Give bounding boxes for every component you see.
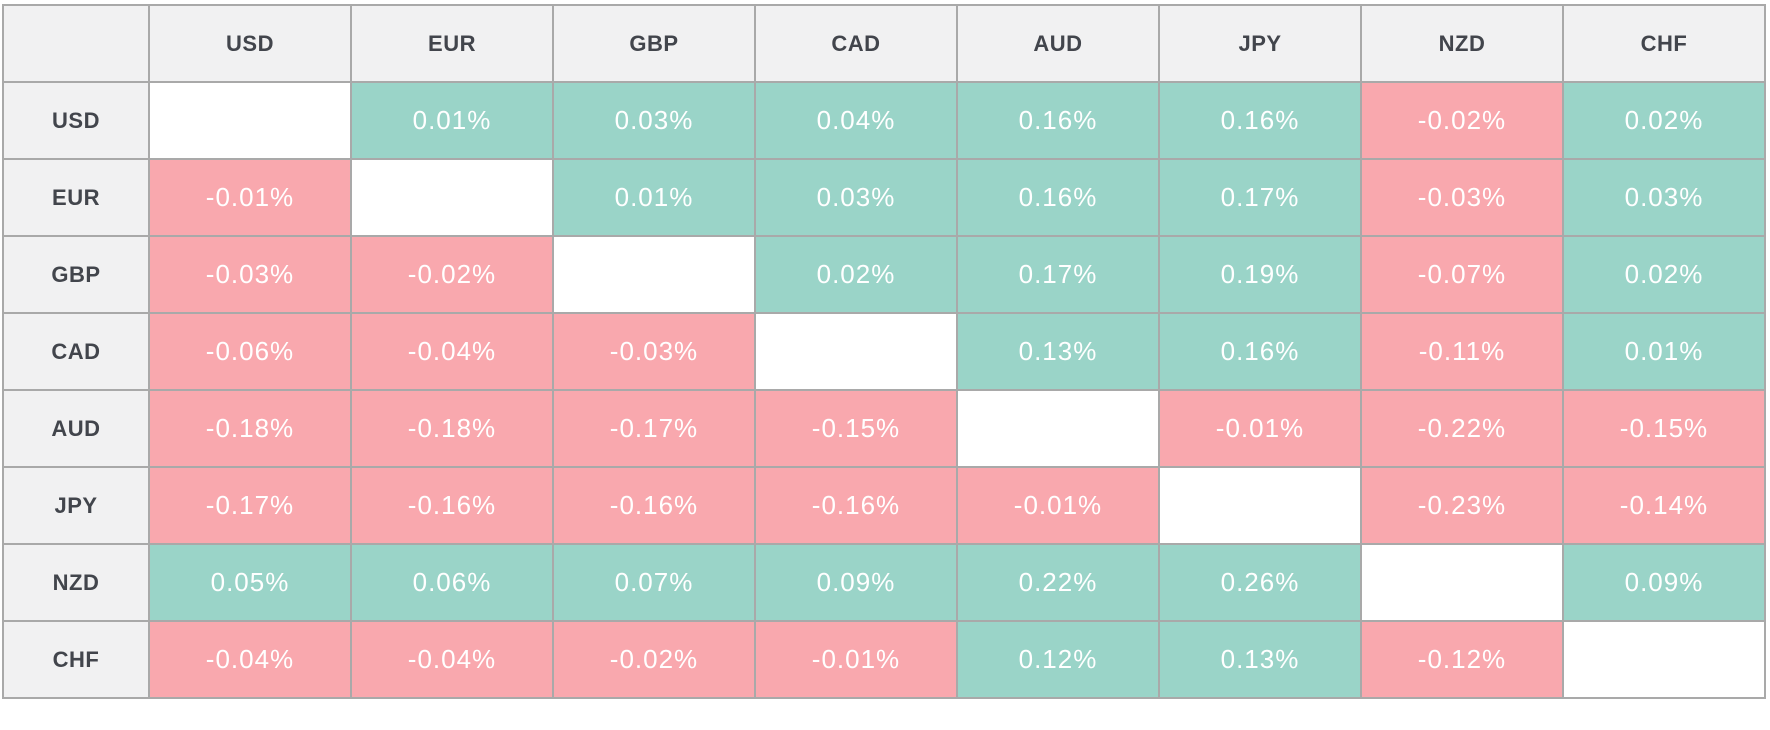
matrix-row-AUD: AUD -0.18% -0.18% -0.17% -0.15% -0.01% -0.22% -… xyxy=(2,389,1766,468)
cell-EUR-JPY: 0.17% xyxy=(1158,158,1362,237)
row-header-AUD: AUD xyxy=(2,389,150,468)
cell-AUD-CHF: -0.15% xyxy=(1562,389,1766,468)
cell-EUR-CHF: 0.03% xyxy=(1562,158,1766,237)
column-header-CAD: CAD xyxy=(754,4,958,83)
cell-NZD-USD: 0.05% xyxy=(148,543,352,622)
column-header-CHF: CHF xyxy=(1562,4,1766,83)
cell-USD-GBP: 0.03% xyxy=(552,81,756,160)
cell-EUR-NZD: -0.03% xyxy=(1360,158,1564,237)
matrix-row-GBP: GBP -0.03% -0.02% 0.02% 0.17% 0.19% -0.07% 0.02… xyxy=(2,235,1766,314)
cell-EUR-AUD: 0.16% xyxy=(956,158,1160,237)
cell-AUD-GBP: -0.17% xyxy=(552,389,756,468)
matrix-header-row: USD EUR GBP CAD AUD JPY NZD CHF xyxy=(2,4,1766,83)
cell-CHF-GBP: -0.02% xyxy=(552,620,756,699)
cell-NZD-CHF: 0.09% xyxy=(1562,543,1766,622)
cell-CHF-JPY: 0.13% xyxy=(1158,620,1362,699)
cell-GBP-USD: -0.03% xyxy=(148,235,352,314)
cell-EUR-CAD: 0.03% xyxy=(754,158,958,237)
cell-AUD-AUD xyxy=(956,389,1160,468)
cell-AUD-NZD: -0.22% xyxy=(1360,389,1564,468)
cell-CHF-CHF xyxy=(1562,620,1766,699)
cell-CAD-NZD: -0.11% xyxy=(1360,312,1564,391)
cell-CHF-USD: -0.04% xyxy=(148,620,352,699)
cell-GBP-EUR: -0.02% xyxy=(350,235,554,314)
cell-USD-CAD: 0.04% xyxy=(754,81,958,160)
matrix-row-EUR: EUR -0.01% 0.01% 0.03% 0.16% 0.17% -0.03% 0.03% xyxy=(2,158,1766,237)
cell-USD-USD xyxy=(148,81,352,160)
column-header-GBP: GBP xyxy=(552,4,756,83)
matrix-row-NZD: NZD 0.05% 0.06% 0.07% 0.09% 0.22% 0.26% 0.09% xyxy=(2,543,1766,622)
cell-CHF-CAD: -0.01% xyxy=(754,620,958,699)
cell-NZD-NZD xyxy=(1360,543,1564,622)
cell-CAD-JPY: 0.16% xyxy=(1158,312,1362,391)
cell-AUD-USD: -0.18% xyxy=(148,389,352,468)
cell-JPY-EUR: -0.16% xyxy=(350,466,554,545)
cell-CAD-AUD: 0.13% xyxy=(956,312,1160,391)
row-header-EUR: EUR xyxy=(2,158,150,237)
cell-AUD-EUR: -0.18% xyxy=(350,389,554,468)
cell-JPY-JPY xyxy=(1158,466,1362,545)
matrix-row-CAD: CAD -0.06% -0.04% -0.03% 0.13% 0.16% -0.11% 0.0… xyxy=(2,312,1766,391)
row-header-CAD: CAD xyxy=(2,312,150,391)
column-header-JPY: JPY xyxy=(1158,4,1362,83)
column-header-USD: USD xyxy=(148,4,352,83)
row-header-GBP: GBP xyxy=(2,235,150,314)
cell-EUR-EUR xyxy=(350,158,554,237)
corner-cell xyxy=(2,4,150,83)
cell-GBP-CAD: 0.02% xyxy=(754,235,958,314)
column-header-AUD: AUD xyxy=(956,4,1160,83)
row-header-JPY: JPY xyxy=(2,466,150,545)
cell-NZD-AUD: 0.22% xyxy=(956,543,1160,622)
cell-CHF-EUR: -0.04% xyxy=(350,620,554,699)
cell-CHF-AUD: 0.12% xyxy=(956,620,1160,699)
matrix-row-JPY: JPY -0.17% -0.16% -0.16% -0.16% -0.01% -0.23% -… xyxy=(2,466,1766,545)
column-header-EUR: EUR xyxy=(350,4,554,83)
cell-GBP-AUD: 0.17% xyxy=(956,235,1160,314)
row-header-NZD: NZD xyxy=(2,543,150,622)
cell-JPY-AUD: -0.01% xyxy=(956,466,1160,545)
cell-USD-CHF: 0.02% xyxy=(1562,81,1766,160)
cell-JPY-CHF: -0.14% xyxy=(1562,466,1766,545)
currency-strength-matrix: USD EUR GBP CAD AUD JPY NZD CHF USD 0.01% 0.03% 0.… xyxy=(2,4,1766,699)
cell-EUR-GBP: 0.01% xyxy=(552,158,756,237)
cell-GBP-NZD: -0.07% xyxy=(1360,235,1564,314)
cell-USD-EUR: 0.01% xyxy=(350,81,554,160)
cell-CAD-USD: -0.06% xyxy=(148,312,352,391)
matrix-row-USD: USD 0.01% 0.03% 0.04% 0.16% 0.16% -0.02% 0.02% xyxy=(2,81,1766,160)
cell-CAD-EUR: -0.04% xyxy=(350,312,554,391)
cell-NZD-GBP: 0.07% xyxy=(552,543,756,622)
cell-USD-NZD: -0.02% xyxy=(1360,81,1564,160)
cell-JPY-NZD: -0.23% xyxy=(1360,466,1564,545)
column-header-NZD: NZD xyxy=(1360,4,1564,83)
cell-USD-JPY: 0.16% xyxy=(1158,81,1362,160)
cell-NZD-EUR: 0.06% xyxy=(350,543,554,622)
cell-JPY-CAD: -0.16% xyxy=(754,466,958,545)
cell-USD-AUD: 0.16% xyxy=(956,81,1160,160)
cell-CAD-GBP: -0.03% xyxy=(552,312,756,391)
cell-GBP-GBP xyxy=(552,235,756,314)
cell-JPY-GBP: -0.16% xyxy=(552,466,756,545)
matrix-row-CHF: CHF -0.04% -0.04% -0.02% -0.01% 0.12% 0.13% -0.… xyxy=(2,620,1766,699)
cell-NZD-CAD: 0.09% xyxy=(754,543,958,622)
cell-EUR-USD: -0.01% xyxy=(148,158,352,237)
row-header-USD: USD xyxy=(2,81,150,160)
cell-CHF-NZD: -0.12% xyxy=(1360,620,1564,699)
cell-GBP-CHF: 0.02% xyxy=(1562,235,1766,314)
cell-CAD-CHF: 0.01% xyxy=(1562,312,1766,391)
cell-NZD-JPY: 0.26% xyxy=(1158,543,1362,622)
cell-GBP-JPY: 0.19% xyxy=(1158,235,1362,314)
cell-AUD-JPY: -0.01% xyxy=(1158,389,1362,468)
cell-AUD-CAD: -0.15% xyxy=(754,389,958,468)
cell-JPY-USD: -0.17% xyxy=(148,466,352,545)
cell-CAD-CAD xyxy=(754,312,958,391)
matrix-body: USD 0.01% 0.03% 0.04% 0.16% 0.16% -0.02% 0.02% E… xyxy=(2,81,1766,699)
row-header-CHF: CHF xyxy=(2,620,150,699)
